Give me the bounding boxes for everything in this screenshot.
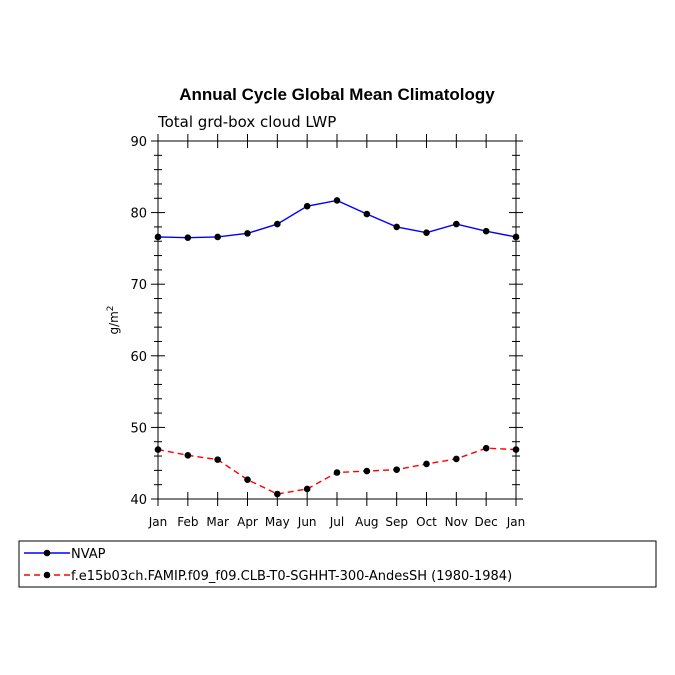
data-point [274, 490, 281, 498]
chart-title: Annual Cycle Global Mean Climatology [179, 85, 495, 104]
axis-tick-labels: 40 50 60 70 80 90 Jan Feb Mar Apr May Jun Jul Aug Sep O… [130, 135, 525, 529]
data-point [423, 460, 430, 468]
legend-box [18, 540, 657, 588]
y-tick-label: 40 [130, 493, 147, 508]
data-point [482, 227, 490, 235]
chart-subtitle: Total grd-box cloud LWP [157, 113, 336, 131]
legend-label: NVAP [71, 547, 106, 562]
x-tick-label: Dec [475, 515, 498, 529]
data-point [333, 197, 341, 204]
legend-label: f.e15b03ch.FAMIP.f09_f09.CLB-T0-SGHHT-30… [71, 569, 512, 584]
data-point [512, 446, 520, 453]
y-axis-label: g/m2 [106, 305, 121, 334]
x-tick-label: May [265, 515, 290, 529]
series-0 [154, 197, 520, 241]
x-tick-label: Sep [385, 515, 408, 529]
data-point [333, 469, 341, 476]
data-point [244, 476, 251, 483]
y-tick-label: 60 [130, 350, 147, 365]
x-tick-label: Feb [177, 515, 198, 529]
data-point [154, 446, 162, 453]
y-axis-label-base: g/m [107, 311, 121, 334]
x-tick-label: Nov [445, 515, 468, 529]
series-group [154, 197, 520, 498]
series-line [157, 199, 517, 239]
data-point [393, 223, 400, 231]
data-point [453, 455, 460, 463]
x-tick-label: Oct [416, 515, 437, 529]
data-point [244, 230, 251, 237]
data-point [214, 456, 221, 463]
x-tick-label: Jan [148, 515, 168, 529]
legend-entry-1: f.e15b03ch.FAMIP.f09_f09.CLB-T0-SGHHT-30… [24, 569, 512, 584]
x-tick-label: Jul [329, 515, 344, 529]
data-point [303, 485, 311, 493]
data-point [184, 234, 192, 241]
legend-entry-0: NVAP [24, 547, 106, 562]
axis-ticks [151, 134, 523, 506]
data-point [393, 466, 400, 473]
data-point [274, 220, 281, 228]
legend-marker [43, 549, 51, 557]
x-tick-label: Apr [237, 515, 258, 529]
legend-marker [43, 571, 51, 579]
data-point [512, 233, 520, 241]
y-tick-label: 80 [130, 207, 147, 222]
x-tick-label: Jun [297, 515, 317, 529]
data-point [423, 229, 430, 236]
y-axis-label-sup: 2 [106, 305, 116, 311]
series-1 [154, 444, 520, 498]
x-tick-label: Aug [355, 515, 378, 529]
data-point [184, 452, 192, 459]
data-point [214, 233, 221, 241]
x-tick-label: Jan [506, 515, 526, 529]
data-point [303, 202, 311, 210]
y-tick-label: 50 [130, 421, 147, 436]
data-point [154, 233, 162, 241]
legend: NVAP f.e15b03ch.FAMIP.f09_f09.CLB-T0-SGHH… [24, 547, 512, 584]
data-point [482, 444, 490, 452]
data-point [363, 467, 371, 475]
plot-frame [157, 140, 517, 500]
y-tick-label: 70 [130, 278, 147, 293]
y-tick-label: 90 [130, 135, 147, 150]
data-point [453, 220, 460, 228]
x-tick-label: Mar [206, 515, 229, 529]
data-point [363, 210, 371, 218]
